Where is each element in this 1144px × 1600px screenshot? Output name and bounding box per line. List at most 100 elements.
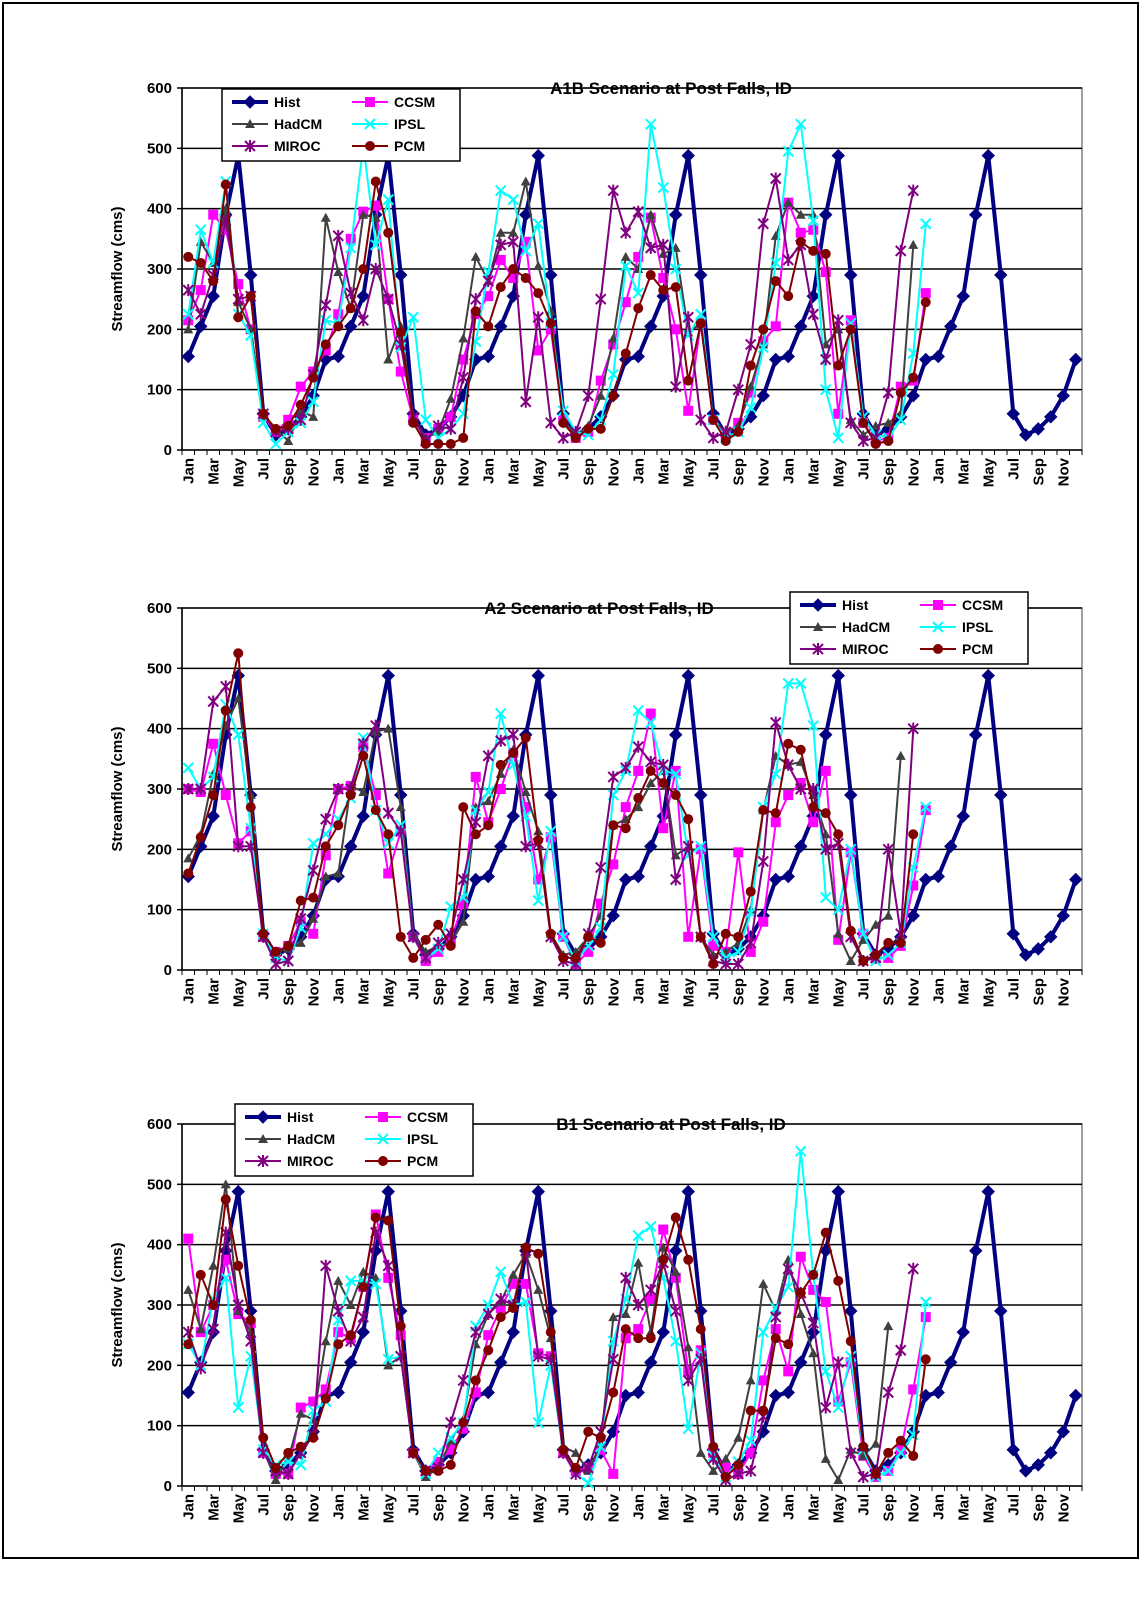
- data-point: [433, 1456, 444, 1467]
- data-point: [1006, 927, 1020, 941]
- x-tick-label: May: [230, 1493, 247, 1523]
- data-point: [783, 197, 794, 207]
- data-point: [770, 1324, 781, 1335]
- data-point: [544, 788, 558, 802]
- data-point: [270, 957, 282, 970]
- data-point: [206, 289, 220, 303]
- data-point: [345, 1275, 357, 1287]
- data-point: [508, 227, 519, 237]
- x-tick-label: Jan: [330, 1494, 347, 1520]
- x-tick-label: Jul: [255, 458, 272, 480]
- x-tick-label: Jan: [930, 1494, 947, 1520]
- data-point: [407, 311, 419, 323]
- data-point: [357, 314, 369, 327]
- data-point: [770, 808, 781, 819]
- data-point: [758, 916, 769, 927]
- x-tick-label: Jan: [930, 978, 947, 1004]
- data-point: [632, 740, 644, 753]
- data-point: [620, 1271, 632, 1284]
- data-point: [920, 1296, 932, 1308]
- data-point: [270, 423, 281, 434]
- data-point: [969, 1243, 983, 1258]
- data-point: [520, 802, 531, 813]
- data-point: [919, 872, 933, 887]
- data-point: [533, 874, 544, 885]
- x-tick-label: Sep: [280, 458, 297, 486]
- data-point: [882, 386, 894, 399]
- data-point: [208, 209, 219, 220]
- data-point: [382, 293, 394, 306]
- x-tick-label: Jan: [780, 1494, 797, 1520]
- data-point: [370, 1212, 381, 1223]
- data-point: [1031, 422, 1045, 436]
- data-point: [670, 1272, 681, 1283]
- data-point: [682, 311, 694, 324]
- data-point: [806, 1325, 820, 1339]
- x-tick-label: Sep: [1030, 458, 1047, 486]
- data-point: [745, 886, 756, 897]
- x-tick-label: Jul: [405, 978, 422, 1000]
- data-point: [308, 1396, 319, 1407]
- data-point: [356, 289, 370, 303]
- data-point: [632, 704, 644, 717]
- data-point: [458, 898, 469, 909]
- data-point: [220, 224, 231, 235]
- data-point: [658, 823, 669, 834]
- data-point: [183, 315, 194, 326]
- x-tick-label: Sep: [730, 978, 747, 1006]
- data-point: [920, 1312, 931, 1323]
- data-point: [1056, 388, 1070, 403]
- data-point: [608, 1312, 619, 1322]
- data-point: [545, 1327, 556, 1338]
- data-point: [532, 1350, 544, 1363]
- data-point: [695, 318, 706, 329]
- data-point: [994, 268, 1008, 282]
- data-point: [707, 931, 719, 943]
- data-point: [320, 841, 331, 852]
- data-point: [833, 1275, 844, 1286]
- data-point: [358, 264, 369, 274]
- data-point: [681, 148, 695, 163]
- data-point: [1069, 1388, 1083, 1403]
- data-point: [858, 955, 869, 966]
- x-tick-label: Nov: [905, 457, 922, 486]
- data-point: [470, 293, 482, 306]
- data-point: [357, 1311, 369, 1324]
- data-point: [783, 1366, 794, 1377]
- y-tick-label: 100: [147, 382, 172, 399]
- data-point: [757, 217, 769, 230]
- data-point: [633, 793, 644, 804]
- y-tick-label: 400: [147, 721, 172, 738]
- data-point: [370, 719, 382, 732]
- legend-item-hist: Hist: [800, 597, 869, 613]
- data-point: [507, 235, 519, 248]
- data-point: [358, 750, 369, 761]
- data-point: [307, 864, 319, 877]
- data-point: [533, 835, 544, 846]
- data-point: [833, 829, 844, 840]
- x-tick-label: Nov: [605, 1493, 622, 1522]
- x-tick-label: Nov: [755, 1493, 772, 1522]
- legend-label: Hist: [274, 94, 301, 110]
- data-point: [507, 728, 519, 741]
- data-point: [531, 668, 545, 683]
- data-point: [908, 372, 919, 383]
- data-point: [333, 267, 344, 277]
- data-point: [969, 727, 983, 742]
- x-tick-label: Mar: [205, 1494, 222, 1521]
- x-tick-label: Sep: [580, 1494, 597, 1522]
- data-point: [408, 952, 419, 963]
- data-point: [345, 1300, 356, 1309]
- data-point: [607, 770, 619, 783]
- data-point: [433, 919, 444, 930]
- data-point: [595, 898, 606, 909]
- data-point: [657, 758, 669, 771]
- data-point: [683, 931, 694, 942]
- data-point: [820, 1401, 832, 1414]
- chart-title: B1 Scenario at Post Falls, ID: [556, 1115, 786, 1134]
- data-point: [994, 788, 1008, 802]
- data-point: [670, 263, 682, 275]
- y-tick-label: 300: [147, 261, 172, 278]
- legend-label: PCM: [407, 1153, 438, 1169]
- data-point: [832, 314, 844, 327]
